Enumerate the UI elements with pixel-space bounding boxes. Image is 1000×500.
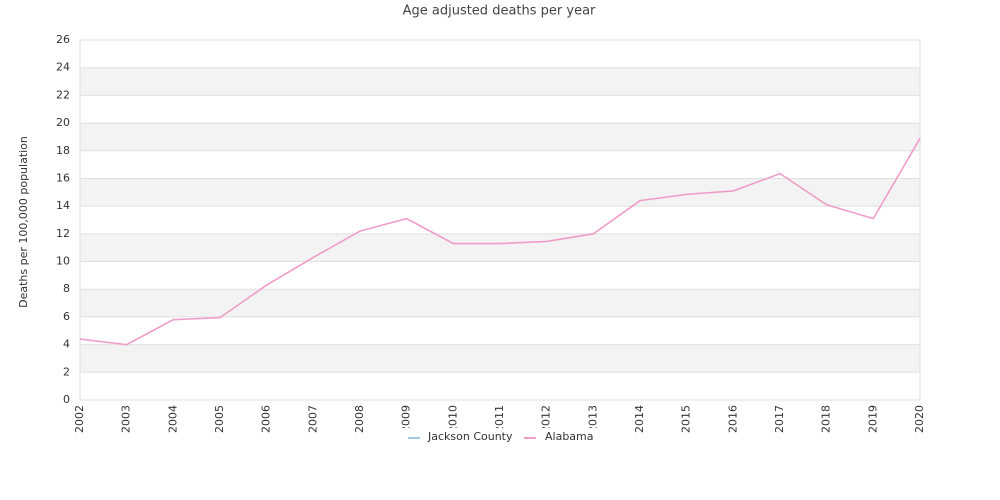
line-series — [79, 137, 921, 346]
grid-band — [80, 233, 920, 262]
y-tick-label: 22 — [56, 88, 70, 101]
grid-band — [80, 289, 920, 317]
x-tick-label: 2005 — [213, 405, 226, 433]
x-tick-label: 2004 — [166, 405, 179, 433]
x-tick-label: 2006 — [260, 405, 273, 433]
x-tick-label: 2018 — [820, 405, 833, 433]
x-tick-label: 2010 — [446, 405, 459, 433]
x-tick-label: 2007 — [306, 405, 319, 433]
y-tick-label: 10 — [56, 255, 70, 268]
y-tick-label: 2 — [63, 365, 70, 378]
grid-band — [80, 123, 920, 151]
x-tick-label: 2013 — [586, 405, 599, 433]
x-tick-label: 2017 — [773, 405, 786, 433]
legend-label: Alabama — [545, 430, 594, 443]
grid-band — [80, 67, 920, 96]
y-tick-label: 6 — [63, 310, 70, 323]
legend: Jackson County Alabama — [398, 428, 602, 446]
x-tick-label: 2020 — [913, 405, 926, 433]
x-tick-label: 2014 — [633, 405, 646, 433]
y-tick-label: 24 — [56, 61, 70, 74]
y-tick-label: 4 — [63, 338, 70, 351]
y-tick-label: 0 — [63, 393, 70, 406]
x-tick-label: 2002 — [73, 405, 86, 433]
x-tick-label: 2015 — [680, 405, 693, 433]
x-tick-label: 2016 — [726, 405, 739, 433]
x-tick-label: 2019 — [866, 405, 879, 433]
y-tick-label: 12 — [56, 227, 70, 240]
x-tick-label: 2003 — [120, 405, 133, 433]
y-tick-label: 16 — [56, 171, 70, 184]
legend-label: Jackson County — [427, 430, 513, 443]
x-tick-label: 2008 — [353, 405, 366, 433]
grid-band — [80, 344, 920, 373]
chart-title: Age adjusted deaths per year — [403, 4, 596, 19]
y-tick-label: 20 — [56, 116, 70, 129]
y-tick-label: 18 — [56, 144, 70, 157]
y-tick-label: 14 — [56, 199, 70, 212]
x-tick-label: 2012 — [540, 405, 553, 433]
y-tick-label: 8 — [63, 282, 70, 295]
y-axis-title: Deaths per 100,000 population — [17, 136, 30, 308]
x-tick-label: 2009 — [400, 405, 413, 433]
x-tick-label: 2011 — [493, 405, 506, 433]
y-tick-label: 26 — [56, 33, 70, 46]
grid-band — [80, 178, 920, 207]
legend-background — [398, 428, 602, 446]
